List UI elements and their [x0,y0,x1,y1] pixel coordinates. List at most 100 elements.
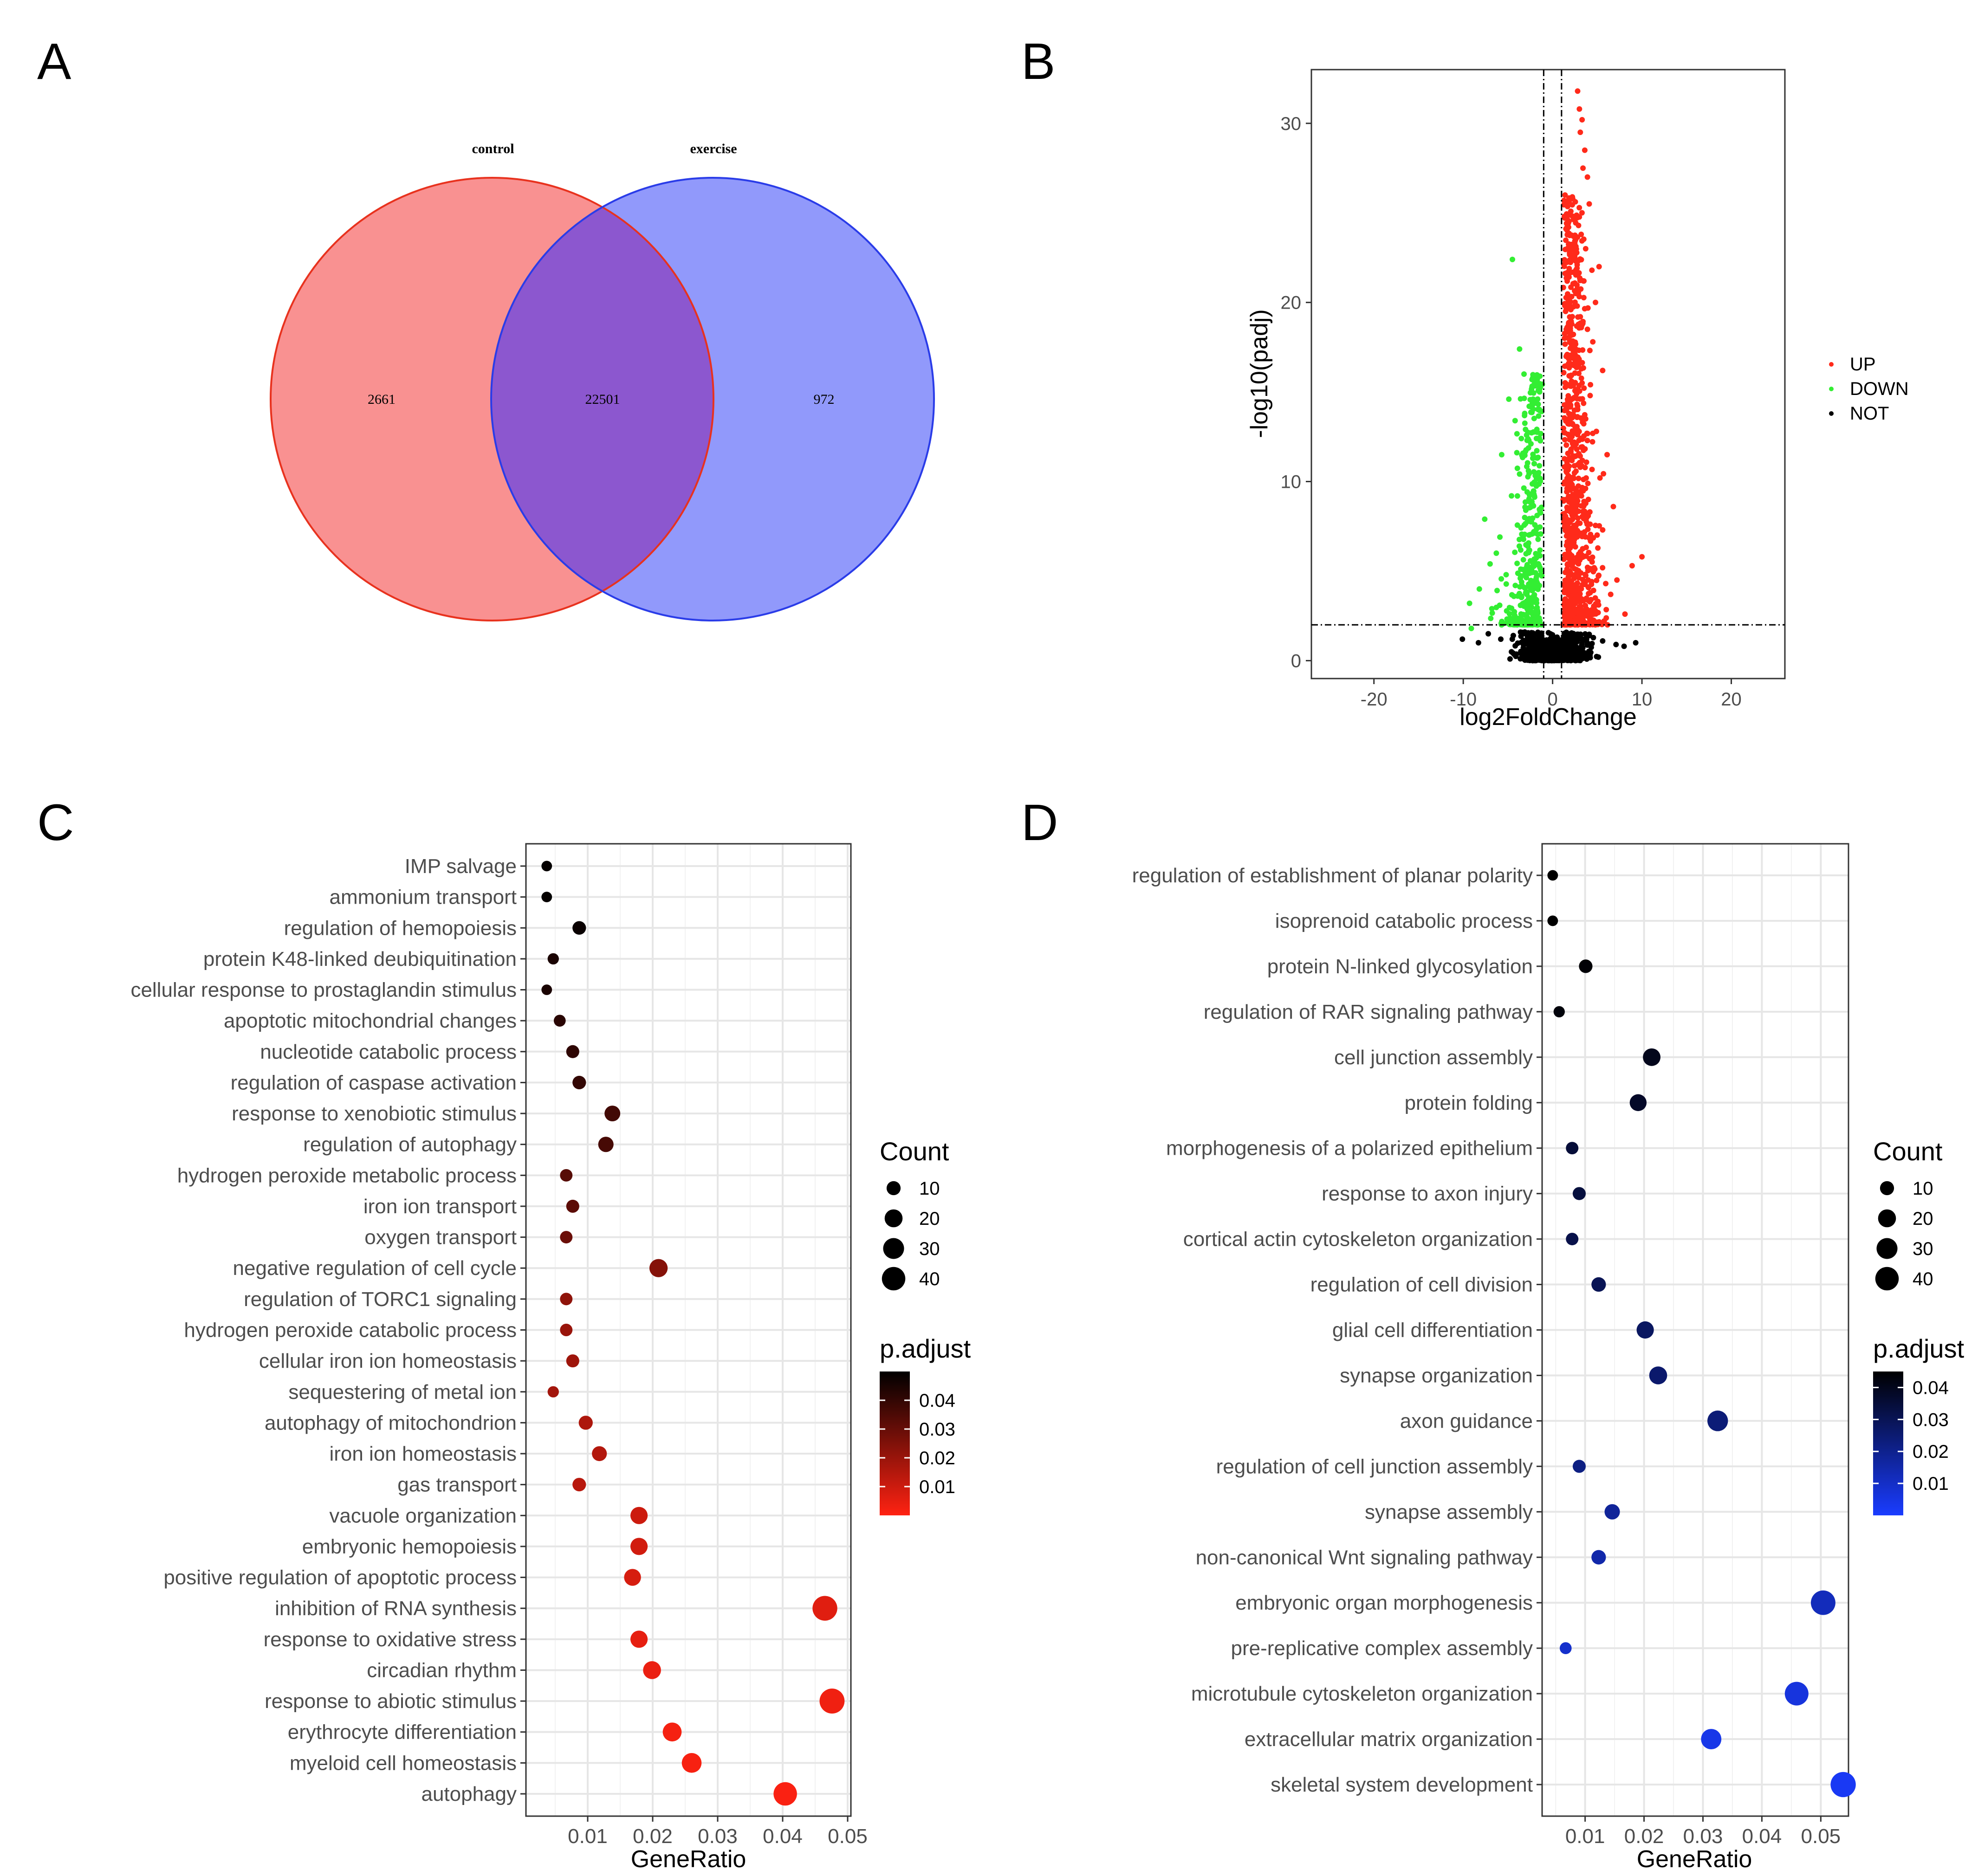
dotplot-term-label: positive regulation of apoptotic process [163,1566,517,1589]
dotplot-size-key [1878,1209,1896,1228]
volcano-point-up [1577,464,1583,470]
volcano-point-up [1592,523,1598,529]
volcano-point-up [1575,403,1581,409]
volcano-point-down [1498,452,1505,458]
volcano-point-down [1534,372,1540,378]
dotplot-term-label: sequestering of metal ion [288,1381,517,1404]
volcano-point-down [1489,610,1495,616]
dotplot-point [630,1630,648,1648]
volcano-point-up [1575,515,1581,521]
dotplot-size-key-label: 40 [919,1269,940,1289]
volcano-x-tick-label: -10 [1450,689,1477,710]
volcano-point-down [1535,622,1541,628]
volcano-point-down [1525,474,1531,480]
volcano-point-down [1534,615,1540,621]
volcano-point-up [1569,196,1576,202]
volcano-point-up [1579,396,1585,402]
volcano-point-up [1568,338,1574,344]
volcano-point-up [1576,557,1582,563]
volcano-point-up [1582,246,1589,252]
volcano-point-not [1567,641,1573,647]
legend-label-not: NOT [1850,403,1889,424]
volcano-point-not [1535,649,1541,655]
volcano-y-tick-label: 30 [1281,114,1302,134]
dotplot-colorbar-tick-label: 0.03 [919,1419,955,1440]
volcano-point-up [1590,569,1596,575]
volcano-point-up [1579,380,1585,386]
dotplot-point [662,1722,682,1742]
dotplot-term-label: iron ion homeostasis [329,1443,517,1465]
dotplot-x-tick-label: 0.01 [1565,1825,1605,1848]
volcano-point-down [1466,600,1472,606]
dotplot-term-label: protein folding [1405,1092,1533,1114]
volcano-point-up [1581,503,1587,509]
volcano-point-up [1563,384,1569,390]
volcano-axes: -20 -10 0 10 20 0 10 20 30 [1281,114,1742,710]
volcano-point-up [1584,438,1590,444]
volcano-point-down [1514,466,1520,472]
volcano-point-up [1570,605,1576,611]
volcano-point-down [1528,610,1534,616]
dotplot-point [541,892,552,903]
dotplot-point [643,1661,661,1679]
dotplot-term-label: non-canonical Wnt signaling pathway [1196,1546,1533,1569]
volcano-point-up [1569,332,1576,338]
dotplot-point [1830,1772,1856,1798]
volcano-point-up [1577,491,1583,497]
volcano-point-not [1545,646,1551,652]
volcano-point-down [1526,548,1532,554]
volcano-point-down [1521,600,1527,606]
volcano-point-up [1585,585,1591,591]
dotplot-size-key [1875,1267,1899,1291]
volcano-point-up [1576,356,1582,362]
dotplot-point [1572,1460,1586,1473]
dotplot-term-label: circadian rhythm [367,1659,517,1682]
volcano-point-down [1518,566,1524,572]
volcano-point-up [1570,382,1576,388]
dotplot-colorbar-tick-label: 0.02 [1913,1442,1949,1462]
volcano-point-up [1564,291,1570,297]
dotplot-term-label: cellular response to prostaglandin stimu… [130,979,517,1002]
volcano-point-down [1537,431,1543,437]
volcano-point-down [1518,396,1524,402]
volcano-point-down [1524,437,1530,443]
volcano-point-down [1518,525,1524,531]
volcano-point-up [1573,347,1579,353]
volcano-point-not [1548,631,1554,637]
volcano-point-down [1514,493,1520,499]
volcano-point-up [1596,619,1602,625]
volcano-point-up [1587,509,1593,515]
dotplot-size-key [884,1209,903,1228]
volcano-point-not [1513,653,1519,660]
volcano-point-up [1566,556,1572,562]
volcano-point-up [1575,520,1581,526]
volcano-point-down [1510,257,1516,263]
volcano-point-up [1580,165,1586,171]
dotplot-point [1636,1321,1654,1339]
volcano-point-up [1581,400,1587,406]
volcano-point-down [1523,427,1529,433]
volcano-x-axis-title: log2FoldChange [1459,704,1637,731]
volcano-point-down [1533,577,1539,583]
volcano-point-not [1459,636,1466,642]
volcano-point-down [1476,586,1482,592]
volcano-point-up [1569,294,1575,300]
dotplot-x-tick-label: 0.01 [568,1825,608,1848]
panel-b: B -20 -10 0 10 20 0 10 20 30 log2FoldChange -log… [1021,33,1909,731]
volcano-point-up [1587,521,1593,527]
volcano-point-up [1596,264,1602,270]
volcano-point-up [1573,501,1579,507]
legend-label-down: DOWN [1850,379,1909,399]
dotplot-point [553,1015,566,1027]
dotplot-size-key-label: 20 [919,1209,940,1229]
volcano-point-down [1534,554,1540,560]
dotplot-term-label: autophagy of mitochondrion [265,1411,517,1434]
dotplot-d-colorbar: 0.04 0.03 0.02 0.01 [1873,1371,1949,1515]
dotplot-point [1629,1094,1647,1111]
dotplot-term-label: ammonium transport [330,886,517,909]
volcano-point-up [1565,298,1571,304]
volcano-point-up [1577,256,1583,262]
volcano-point-down [1525,616,1531,622]
volcano-point-up [1604,452,1610,458]
volcano-point-up [1608,591,1614,597]
